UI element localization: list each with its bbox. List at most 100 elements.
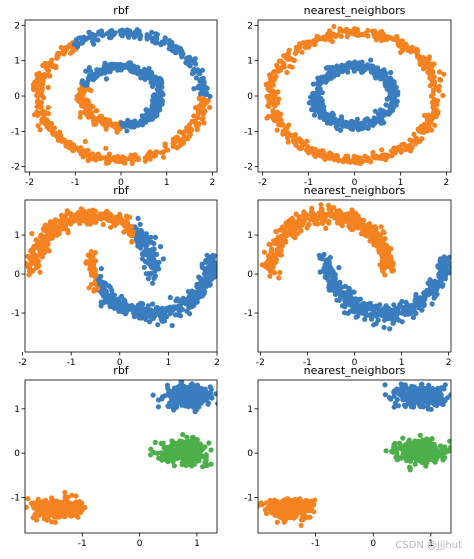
scatter-point <box>149 247 155 253</box>
scatter-point <box>106 283 112 289</box>
scatter-point <box>365 125 371 131</box>
scatter-point <box>426 382 432 388</box>
scatter-point <box>369 316 375 322</box>
scatter-point <box>342 283 348 289</box>
scatter-point <box>192 56 198 62</box>
scatter-point <box>88 249 94 255</box>
scatter-point <box>356 62 362 68</box>
scatter-point <box>425 399 431 405</box>
scatter-point <box>121 297 127 303</box>
scatter-point <box>149 78 155 84</box>
scatter-point <box>155 87 161 93</box>
scatter-point <box>138 231 144 238</box>
scatter-point <box>331 282 337 289</box>
scatter-point <box>371 304 377 310</box>
scatter-point <box>319 220 325 226</box>
scatter-point <box>265 86 271 92</box>
scatter-point <box>318 103 324 109</box>
scatter-point <box>376 306 382 312</box>
scatter-point <box>301 141 307 147</box>
scatter-point <box>62 509 68 515</box>
scatter-point <box>106 296 112 302</box>
scatter-point <box>143 271 149 277</box>
subplot-title: nearest_neighbors <box>304 184 406 197</box>
scatter-point <box>155 78 161 84</box>
scatter-point <box>310 81 316 87</box>
scatter-point <box>126 34 132 40</box>
scatter-point <box>148 446 154 452</box>
x-tick-label: 2 <box>444 178 450 188</box>
scatter-point <box>335 71 341 78</box>
scatter-point <box>300 221 306 227</box>
scatter-point <box>326 218 332 225</box>
scatter-point <box>425 59 431 65</box>
scatter-point <box>200 89 206 95</box>
scatter-point <box>313 94 319 100</box>
scatter-point <box>192 60 198 66</box>
scatter-point <box>437 76 443 82</box>
scatter-point <box>372 108 378 114</box>
scatter-point <box>68 211 74 217</box>
scatter-point <box>142 158 148 164</box>
scatter-point <box>114 123 120 129</box>
subplot-rbf-moons: rbf-2 -1 0 1 2-101 <box>11 184 220 368</box>
scatter-point <box>142 259 148 265</box>
scatter-point <box>61 51 67 57</box>
scatter-point <box>378 37 384 44</box>
scatter-point <box>45 84 51 91</box>
scatter-point <box>75 506 81 512</box>
scatter-point <box>356 127 362 133</box>
scatter-point <box>357 296 364 302</box>
scatter-point <box>278 252 284 258</box>
scatter-point <box>366 156 372 162</box>
scatter-point <box>177 305 183 311</box>
scatter-point <box>36 507 42 513</box>
scatter-point <box>147 271 153 277</box>
scatter-point <box>143 231 149 237</box>
scatter-point <box>298 217 305 223</box>
scatter-point <box>27 256 33 262</box>
scatter-point <box>279 243 286 249</box>
scatter-point <box>137 221 143 227</box>
scatter-point <box>110 303 116 310</box>
scatter-point <box>420 128 426 134</box>
scatter-point <box>186 400 192 407</box>
y-tick-label: 1 <box>247 231 253 241</box>
scatter-point <box>35 75 41 81</box>
scatter-point <box>368 121 374 127</box>
scatter-point <box>439 385 445 391</box>
scatter-point <box>178 51 184 57</box>
x-tick-label: -1 <box>78 539 87 549</box>
scatter-point <box>390 315 396 321</box>
scatter-point <box>178 313 184 319</box>
scatter-point <box>192 398 198 404</box>
scatter-point <box>28 269 34 275</box>
scatter-point <box>314 33 320 39</box>
scatter-point <box>165 307 171 313</box>
scatter-point <box>399 310 405 316</box>
scatter-point <box>69 492 75 498</box>
scatter-point <box>56 514 62 520</box>
scatter-point <box>297 146 303 152</box>
scatter-point <box>321 251 327 257</box>
scatter-point <box>301 40 307 46</box>
scatter-point <box>343 26 349 32</box>
scatter-point <box>437 389 443 395</box>
scatter-point <box>33 257 39 263</box>
scatter-point <box>277 227 283 233</box>
scatter-point <box>389 153 395 159</box>
scatter-point <box>157 312 163 318</box>
scatter-point <box>148 70 154 76</box>
scatter-point <box>170 304 176 310</box>
scatter-point <box>153 149 159 155</box>
scatter-point <box>285 51 291 57</box>
scatter-point <box>307 39 313 45</box>
scatter-point <box>124 224 131 230</box>
scatter-point <box>400 396 406 402</box>
scatter-point <box>177 443 183 450</box>
scatter-point <box>37 127 43 133</box>
scatter-point <box>272 103 278 109</box>
scatter-point <box>426 394 432 400</box>
scatter-point <box>207 104 213 110</box>
scatter-point <box>152 35 158 41</box>
